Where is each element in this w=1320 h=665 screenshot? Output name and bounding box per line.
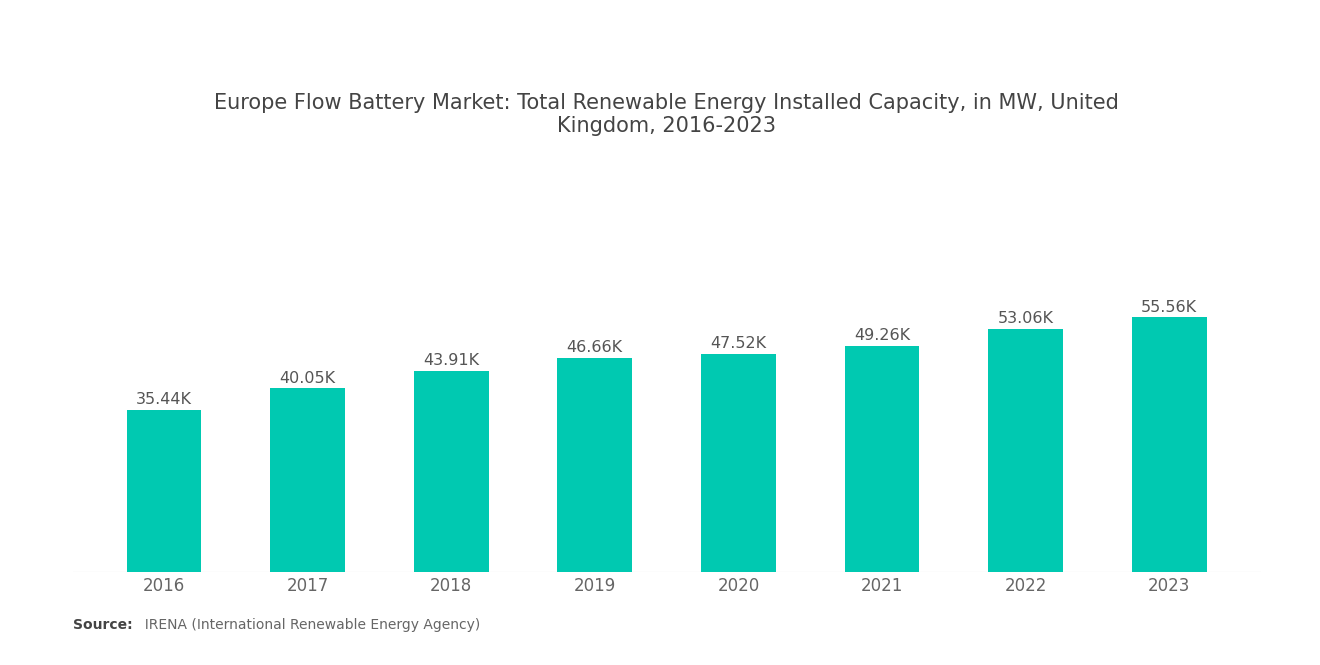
Bar [271,388,345,572]
Text: 35.44K: 35.44K [136,392,191,407]
Text: Source:: Source: [73,618,132,632]
Text: 47.52K: 47.52K [710,336,767,352]
Bar [701,354,776,572]
Title: Europe Flow Battery Market: Total Renewable Energy Installed Capacity, in MW, Un: Europe Flow Battery Market: Total Renewa… [214,92,1119,136]
Text: 46.66K: 46.66K [566,340,623,355]
Text: IRENA (International Renewable Energy Agency): IRENA (International Renewable Energy Ag… [136,618,480,632]
Text: 53.06K: 53.06K [998,311,1053,326]
Bar [414,371,488,572]
Bar [989,329,1063,572]
Bar [127,410,201,572]
Text: 49.26K: 49.26K [854,329,909,344]
Text: 40.05K: 40.05K [280,370,335,386]
Bar [1133,317,1206,572]
Bar [845,346,919,572]
Bar [557,358,632,572]
Text: 43.91K: 43.91K [424,353,479,368]
Text: 55.56K: 55.56K [1142,300,1197,315]
